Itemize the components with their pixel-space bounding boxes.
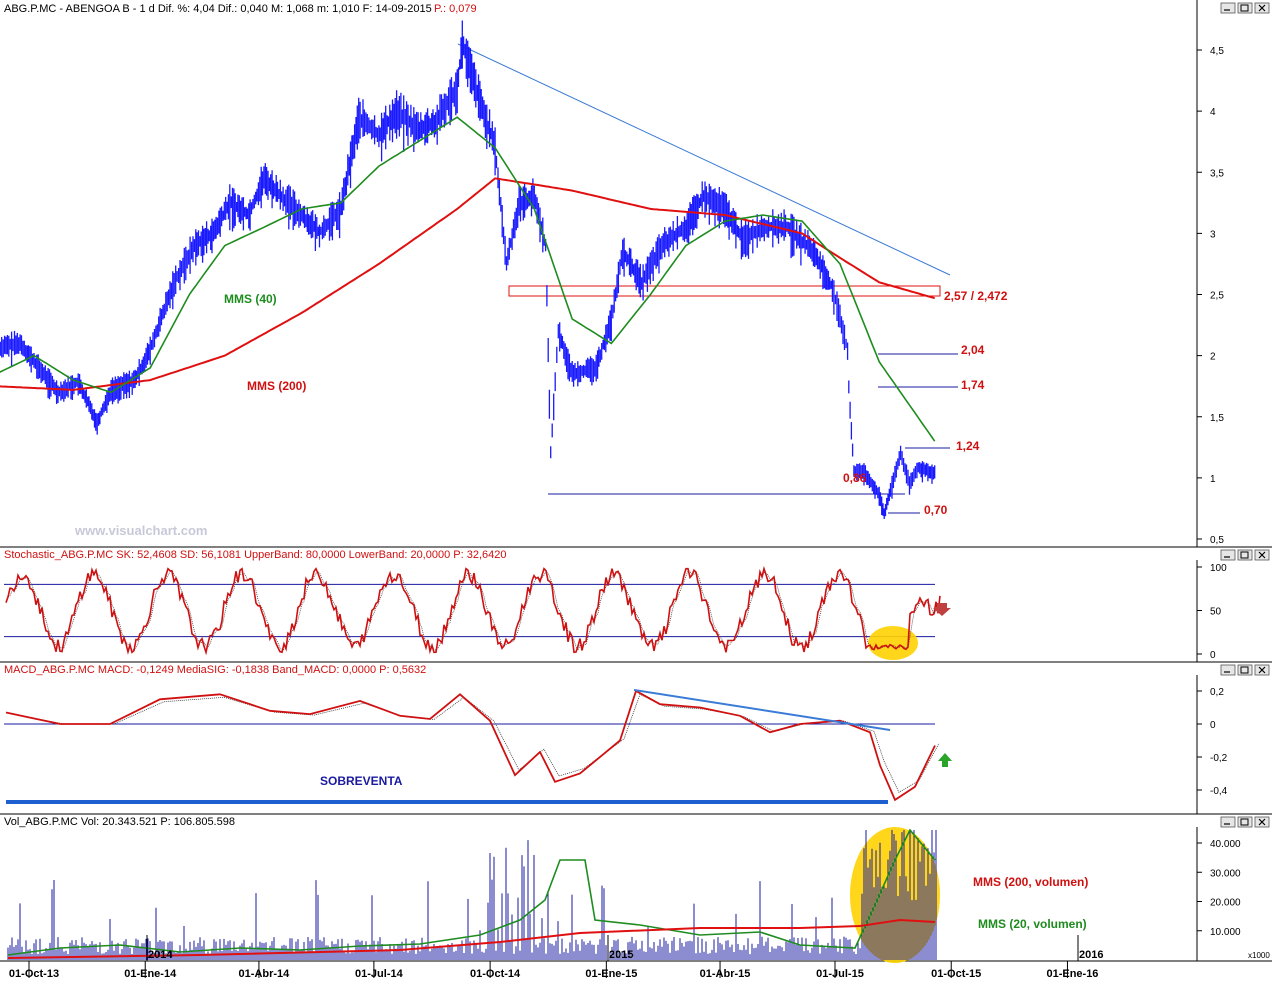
x-tick-label: 01-Abr-14	[239, 968, 291, 980]
y-tick-label: 4,5	[1210, 46, 1224, 57]
price-panel-header: ABG.P.MC - ABENGOA B - 1 d Dif. %: 4,04 …	[4, 3, 432, 15]
zone-label: 2,57 / 2,472	[944, 289, 1008, 303]
minimize-icon[interactable]	[1220, 664, 1236, 676]
y-tick-label: 50	[1210, 607, 1222, 618]
y-tick-label: 30.000	[1210, 868, 1241, 879]
restore-icon[interactable]	[1237, 816, 1253, 828]
mms200-label: MMS (200)	[247, 379, 306, 393]
stochastic-plot	[4, 565, 951, 660]
mms40-line	[0, 116, 936, 442]
x-tick-label: 01-Oct-14	[470, 968, 521, 980]
y-tick-label: -0,4	[1210, 786, 1228, 797]
volume-plot: 2014 2015 2016	[7, 827, 1103, 963]
x-tick-label: 01-Abr-15	[700, 968, 751, 980]
x-tick-label: 01-Ene-16	[1046, 968, 1098, 980]
price-bars	[0, 20, 936, 519]
y-tick-label: 2,5	[1210, 291, 1224, 302]
stoch-sk-line	[5, 565, 941, 656]
y-tick-label: 2	[1210, 352, 1216, 363]
y-tick-label: 1,5	[1210, 413, 1224, 424]
volume-mms200-line	[7, 918, 936, 959]
y-tick-label: 0	[1210, 650, 1216, 661]
x-tick-label: 01-Oct-13	[9, 968, 59, 980]
volume-unit-label: x1000	[1248, 951, 1270, 960]
oversold-highlight	[868, 626, 918, 660]
close-glyph	[1258, 666, 1266, 674]
restore-glyph	[1240, 4, 1249, 12]
price-plot	[0, 20, 958, 519]
panel-window-buttons	[1220, 2, 1270, 828]
year-label-2016: 2016	[1079, 949, 1103, 961]
y-tick-label: 0,5	[1210, 535, 1224, 546]
vol-mms20-label: MMS (20, volumen)	[978, 917, 1087, 931]
restore-glyph	[1240, 666, 1249, 674]
y-tick-label: 10.000	[1210, 927, 1241, 938]
oversold-label: SOBREVENTA	[320, 774, 403, 788]
level-124-label: 1,24	[956, 439, 980, 453]
stoch-sd-line	[5, 569, 941, 652]
macd-line	[5, 689, 936, 802]
minimize-icon[interactable]	[1220, 549, 1236, 561]
resistance-zone	[508, 285, 941, 297]
y-tick-label: 4	[1210, 107, 1216, 118]
downtrend-line	[457, 43, 951, 276]
y-tick-label: 100	[1210, 563, 1227, 574]
year-label-2015: 2015	[609, 949, 633, 961]
y-tick-label: 1	[1210, 474, 1216, 485]
restore-glyph	[1240, 551, 1249, 559]
macd-panel-header: MACD_ABG.P.MC MACD: -0,1249 MediaSIG: -0…	[4, 664, 426, 676]
x-tick-label: 01-Jul-14	[355, 968, 404, 980]
close-glyph	[1258, 551, 1266, 559]
x-tick-label: 01-Ene-14	[124, 968, 177, 980]
restore-icon[interactable]	[1237, 549, 1253, 561]
restore-glyph	[1240, 818, 1249, 826]
macd-signal-line	[9, 693, 940, 793]
macd-divergence-line	[633, 689, 891, 731]
y-tick-label: 3	[1210, 229, 1216, 240]
axes: 4,5 4 3,5 3 2,5 2 1,5 1 0,5 100 50 0 0,2 0 -0,2 -0,4 40.…	[9, 46, 1241, 980]
volume-mms20-line	[7, 828, 936, 956]
level-070-label: 0,70	[924, 503, 948, 517]
mms200-line	[0, 177, 935, 391]
restore-icon[interactable]	[1237, 2, 1253, 14]
minimize-icon[interactable]	[1220, 816, 1236, 828]
level-086-label: 0,86	[843, 471, 867, 485]
mms40-label: MMS (40)	[224, 292, 277, 306]
y-tick-label: 40.000	[1210, 839, 1241, 850]
level-174-label: 1,74	[961, 378, 985, 392]
level-204-label: 2,04	[961, 343, 985, 357]
stochastic-panel-header: Stochastic_ABG.P.MC SK: 52,4608 SD: 56,1…	[4, 549, 506, 561]
macd-plot	[4, 689, 952, 804]
y-tick-label: 0,2	[1210, 687, 1224, 698]
restore-icon[interactable]	[1237, 664, 1253, 676]
x-tick-label: 01-Jul-15	[816, 968, 864, 980]
y-tick-label: 3,5	[1210, 168, 1224, 179]
vol-mms200-label: MMS (200, volumen)	[973, 875, 1088, 889]
close-glyph	[1258, 818, 1266, 826]
volume-panel-header: Vol_ABG.P.MC Vol: 20.343.521 P: 106.805.…	[4, 816, 235, 828]
y-tick-label: 0	[1210, 720, 1216, 731]
x-tick-label: 01-Ene-15	[585, 968, 637, 980]
watermark-text: www.visualchart.com	[74, 523, 207, 538]
price-panel-header-p: P.: 0,079	[434, 3, 477, 15]
arrow-down-icon	[933, 603, 951, 616]
close-glyph	[1258, 4, 1266, 12]
y-tick-label: -0,2	[1210, 753, 1228, 764]
minimize-icon[interactable]	[1220, 2, 1236, 14]
year-label-2014: 2014	[148, 949, 173, 961]
arrow-up-icon	[938, 753, 952, 767]
x-tick-label: 01-Oct-15	[931, 968, 981, 980]
y-tick-label: 20.000	[1210, 898, 1241, 909]
